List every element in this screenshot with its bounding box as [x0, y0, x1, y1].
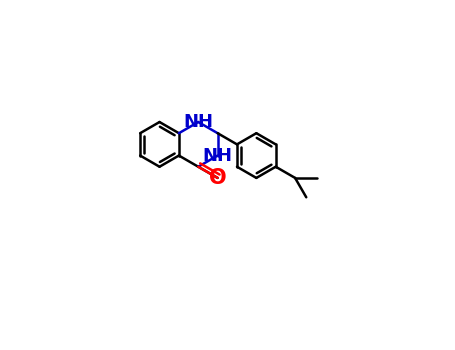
Text: NH: NH	[183, 113, 213, 131]
Text: NH: NH	[202, 147, 233, 164]
Text: O: O	[209, 168, 227, 188]
